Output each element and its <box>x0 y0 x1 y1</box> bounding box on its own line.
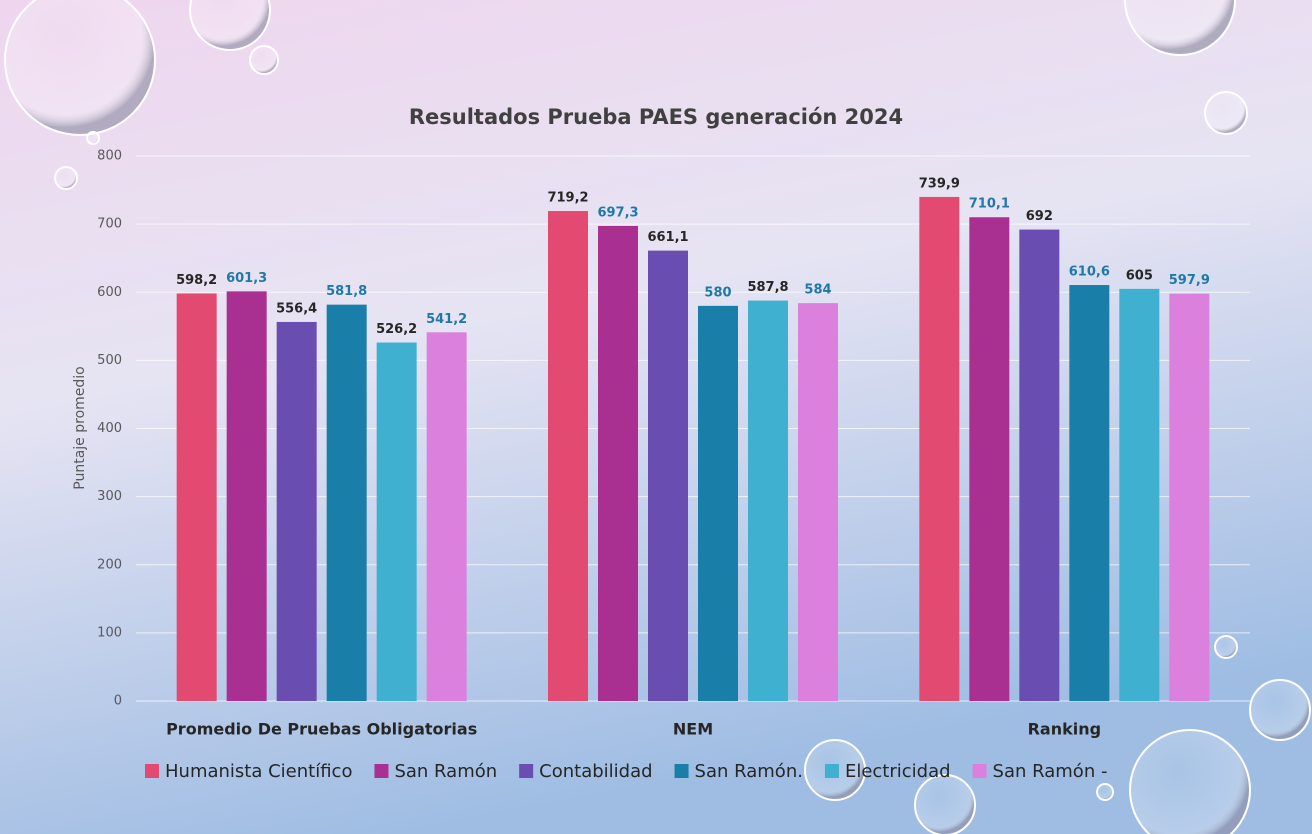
y-tick-label: 400 <box>97 421 122 436</box>
value-label: 580 <box>704 285 731 300</box>
chart-title: Resultados Prueba PAES generación 2024 <box>409 105 903 129</box>
legend-label: Contabilidad <box>539 761 652 782</box>
bar <box>1019 230 1059 701</box>
value-label: 692 <box>1026 209 1053 224</box>
bar <box>698 306 738 701</box>
y-tick-label: 200 <box>97 557 122 572</box>
value-label: 587,8 <box>747 280 788 295</box>
bar <box>919 197 959 701</box>
bar <box>748 301 788 701</box>
chart: Resultados Prueba PAES generación 2024 P… <box>0 0 1312 834</box>
value-label: 697,3 <box>597 205 638 220</box>
bar <box>277 322 317 701</box>
legend-label: San Ramón <box>394 761 497 782</box>
value-label: 719,2 <box>547 191 588 206</box>
y-tick-label: 300 <box>97 489 122 504</box>
y-tick-label: 100 <box>97 625 122 640</box>
y-tick-label: 700 <box>97 217 122 232</box>
value-label: 526,2 <box>376 322 417 337</box>
bar <box>1069 285 1109 701</box>
legend-swatch <box>145 764 159 778</box>
bar <box>327 305 367 701</box>
value-label: 556,4 <box>276 301 317 316</box>
value-label: 661,1 <box>647 230 688 245</box>
bar <box>1119 289 1159 701</box>
bar <box>798 303 838 701</box>
legend-label: San Ramón - <box>993 761 1108 782</box>
legend-label: Humanista Científico <box>165 761 352 782</box>
bar <box>227 291 267 701</box>
y-tick-label: 0 <box>114 694 122 709</box>
legend-label: San Ramón. <box>695 761 803 782</box>
legend-swatch <box>519 764 533 778</box>
bar <box>177 293 217 701</box>
bar <box>548 211 588 701</box>
legend-swatch <box>675 764 689 778</box>
legend-swatch <box>973 764 987 778</box>
value-label: 584 <box>804 283 831 298</box>
x-tick-label: Ranking <box>1028 720 1101 739</box>
x-tick-label: Promedio De Pruebas Obligatorias <box>166 720 477 739</box>
bar <box>598 226 638 701</box>
legend-label: Electricidad <box>845 761 951 782</box>
y-axis-label: Puntaje promedio <box>72 366 88 489</box>
legend-swatch <box>825 764 839 778</box>
value-label: 541,2 <box>426 312 467 327</box>
y-tick-label: 500 <box>97 353 122 368</box>
bar <box>648 251 688 701</box>
value-label: 597,9 <box>1169 273 1210 288</box>
value-label: 598,2 <box>176 273 217 288</box>
y-tick-label: 600 <box>97 285 122 300</box>
y-tick-label: 800 <box>97 149 122 164</box>
bar <box>969 217 1009 701</box>
bar <box>377 343 417 701</box>
value-label: 605 <box>1126 268 1153 283</box>
bar <box>427 332 467 701</box>
value-label: 581,8 <box>326 284 367 299</box>
x-tick-label: NEM <box>673 720 713 739</box>
bar <box>1169 294 1209 701</box>
legend-swatch <box>374 764 388 778</box>
value-label: 601,3 <box>226 271 267 286</box>
value-label: 739,9 <box>919 176 960 191</box>
value-label: 610,6 <box>1069 265 1110 280</box>
value-label: 710,1 <box>969 197 1010 212</box>
